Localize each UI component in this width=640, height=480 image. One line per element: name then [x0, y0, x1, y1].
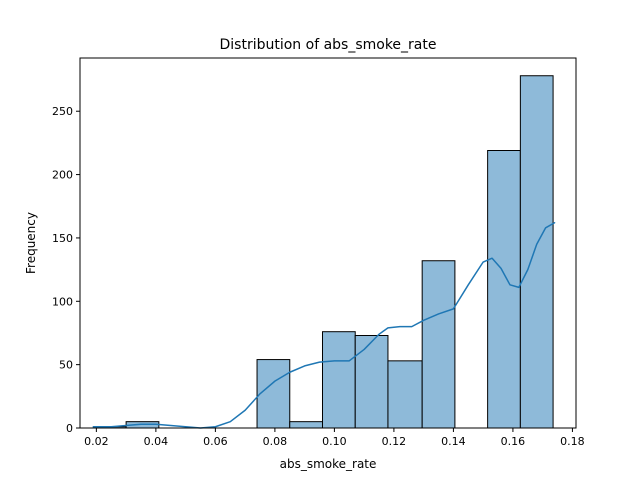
chart-title: Distribution of abs_smoke_rate — [220, 37, 437, 53]
x-axis-label: abs_smoke_rate — [280, 457, 377, 471]
y-tick-label: 150 — [52, 232, 73, 245]
bars-layer — [92, 75, 554, 429]
histogram-bar — [321, 331, 356, 429]
histogram-bar — [289, 421, 323, 429]
kde-layer — [92, 221, 556, 429]
y-tick-label: 250 — [52, 105, 73, 118]
histogram-bar — [487, 150, 521, 429]
x-tick-label: 0.02 — [84, 435, 109, 448]
x-tick-label: 0.06 — [203, 435, 228, 448]
x-tick-label: 0.16 — [501, 435, 526, 448]
x-tick-label: 0.12 — [382, 435, 407, 448]
y-tick-label: 100 — [52, 295, 73, 308]
histogram-bar — [387, 360, 423, 429]
histogram-bar — [421, 260, 456, 429]
histogram-bar — [256, 359, 291, 429]
x-tick-label: 0.04 — [144, 435, 169, 448]
x-tick-label: 0.08 — [263, 435, 288, 448]
x-tick-label: 0.14 — [441, 435, 466, 448]
histogram-bar — [519, 75, 554, 429]
plot-frame — [79, 57, 577, 429]
x-axis-ticks: 0.02 0.04 0.06 0.08 0.10 0.12 0.14 0.16 0.18 — [84, 428, 585, 448]
histogram-bar — [354, 335, 389, 429]
y-tick-label: 0 — [66, 422, 73, 435]
y-tick-label: 50 — [59, 359, 73, 372]
x-tick-label: 0.10 — [322, 435, 347, 448]
y-axis-ticks: 0 50 100 150 200 250 — [52, 105, 80, 435]
y-axis-label: Frequency — [24, 212, 38, 274]
kde-line — [92, 221, 556, 429]
y-tick-label: 200 — [52, 169, 73, 182]
x-tick-label: 0.18 — [560, 435, 585, 448]
